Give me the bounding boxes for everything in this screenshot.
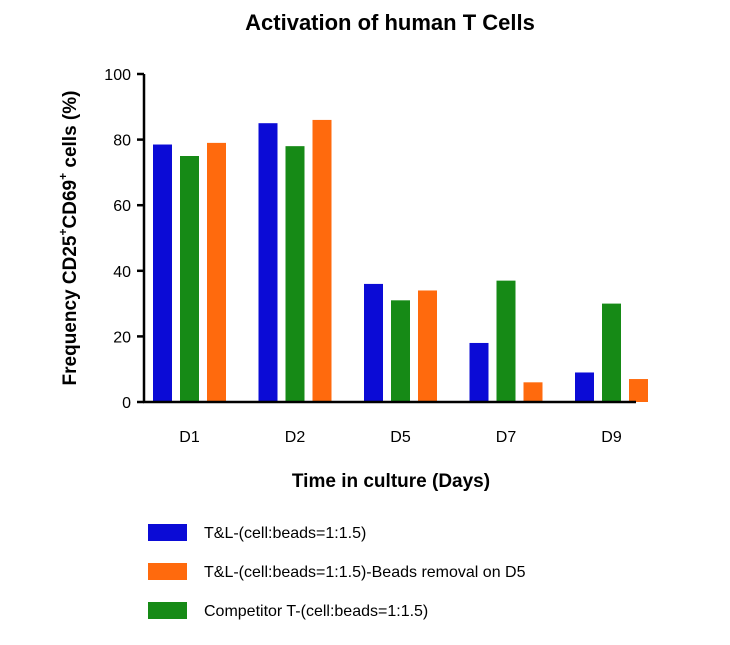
bar [602,303,621,402]
x-tick-label: D2 [285,429,306,446]
bar [469,342,489,402]
bar [180,156,199,402]
legend-swatch [148,524,187,541]
y-tick-label: 100 [104,67,131,84]
bar [207,142,226,402]
legend-label: T&L-(cell:beads=1:1.5)-Beads removal on … [204,564,526,581]
y-tick-label: 20 [113,329,131,346]
bar [364,283,383,402]
y-tick-label: 40 [113,264,131,281]
y-axis-title-part-2: CD69 [60,180,81,229]
x-axis-title: Time in culture (Days) [292,471,490,492]
y-axis-title-part-1: Frequency CD25 [60,235,81,385]
y-axis-ticks: 0 20 40 60 80 100 [104,67,144,412]
bars [153,119,648,403]
bar [312,119,332,403]
x-axis-ticks: D1 D2 D5 D7 D9 [179,429,622,446]
y-tick-label: 0 [122,395,131,412]
legend-label: T&L-(cell:beads=1:1.5) [204,525,366,542]
y-axis-title-part-3: cells (%) [60,91,81,173]
bar [575,372,594,402]
y-tick-label: 60 [113,198,131,215]
y-axis-title-sup-2: + [56,173,70,180]
bar [418,290,437,402]
legend-swatch [148,602,187,619]
x-tick-label: D5 [390,429,411,446]
bar [629,379,648,402]
y-tick-label: 80 [113,133,131,150]
bar [523,382,543,402]
legend-swatch [148,563,187,580]
x-tick-label: D1 [179,429,200,446]
y-axis-title-sup-1: + [56,229,70,236]
bar [391,300,410,402]
chart-title: Activation of human T Cells [245,10,535,35]
legend-label: Competitor T-(cell:beads=1:1.5) [204,603,428,620]
bar [258,123,278,402]
legend: T&L-(cell:beads=1:1.5) T&L-(cell:beads=1:… [148,524,526,620]
y-axis-title: Frequency CD25+CD69+ cells (%) [56,91,81,386]
bar [285,146,305,402]
bar [496,280,516,402]
bar [153,144,172,402]
x-tick-label: D7 [496,429,517,446]
x-tick-label: D9 [601,429,622,446]
